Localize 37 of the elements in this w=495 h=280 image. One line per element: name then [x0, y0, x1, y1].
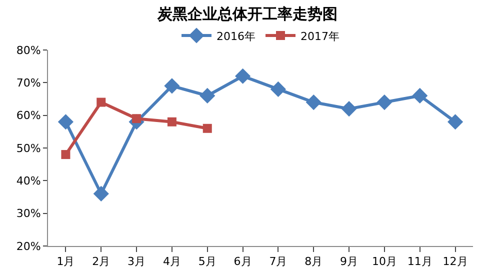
x-tick-label: 8月 [304, 255, 323, 268]
x-tick-label: 3月 [128, 255, 146, 268]
x-tick-label: 11月 [407, 255, 432, 268]
legend-label: 2016年 [216, 30, 256, 43]
y-tick-label: 40% [16, 174, 41, 188]
x-tick-label: 12月 [442, 255, 468, 268]
point [58, 114, 74, 130]
point [412, 88, 428, 104]
point [200, 88, 216, 104]
x-tick-label: 5月 [198, 255, 216, 268]
point [61, 150, 70, 160]
x-tick-label: 4月 [162, 255, 181, 268]
point [96, 98, 106, 107]
y-tick-label: 60% [16, 109, 41, 122]
point [164, 78, 180, 94]
point [447, 114, 464, 130]
y-tick-label: 30% [16, 207, 41, 220]
point [167, 117, 176, 126]
point [202, 124, 212, 133]
x-tick-label: 10月 [372, 255, 397, 268]
y-tick-label: 20% [16, 240, 41, 253]
x-tick-label: 9月 [340, 255, 358, 268]
legend-label: 2017年 [300, 30, 340, 43]
x-tick-label: 2月 [92, 255, 110, 268]
x-tick-label: 1月 [56, 255, 75, 268]
point [376, 94, 392, 110]
x-tick-label: 6月 [234, 255, 252, 268]
point [234, 68, 251, 84]
y-tick-label: 70% [16, 76, 41, 90]
point [306, 94, 322, 110]
point [270, 81, 286, 97]
point [341, 101, 357, 117]
y-tick-label: 50% [16, 142, 41, 155]
y-tick-label: 80% [16, 44, 41, 57]
x-tick-label: 7月 [269, 255, 288, 268]
point [93, 186, 109, 202]
chart-title: 炭黑企业总体开工率走势图 [156, 4, 338, 23]
